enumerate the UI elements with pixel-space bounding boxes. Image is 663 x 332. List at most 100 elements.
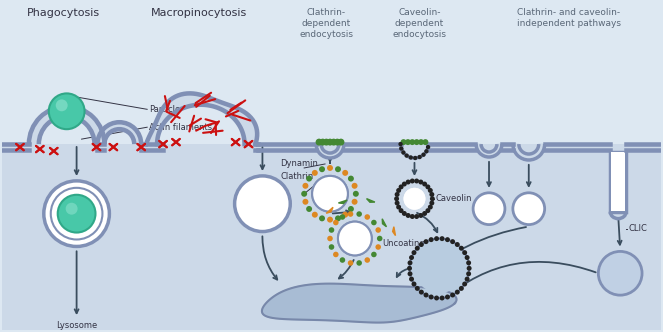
Circle shape bbox=[357, 211, 362, 217]
Circle shape bbox=[455, 242, 459, 247]
Circle shape bbox=[396, 205, 401, 209]
Circle shape bbox=[357, 260, 362, 266]
Circle shape bbox=[58, 195, 95, 232]
Circle shape bbox=[598, 251, 642, 295]
Circle shape bbox=[375, 244, 381, 250]
Circle shape bbox=[404, 188, 426, 210]
Circle shape bbox=[422, 139, 428, 145]
Circle shape bbox=[422, 211, 427, 216]
Circle shape bbox=[434, 295, 439, 300]
Circle shape bbox=[418, 139, 424, 145]
Circle shape bbox=[327, 217, 333, 222]
Circle shape bbox=[365, 214, 370, 220]
Text: Phagocytosis: Phagocytosis bbox=[27, 8, 100, 18]
Text: CLIC: CLIC bbox=[628, 224, 647, 233]
Circle shape bbox=[400, 139, 406, 145]
Circle shape bbox=[312, 170, 318, 176]
Circle shape bbox=[333, 252, 339, 257]
Circle shape bbox=[413, 156, 418, 160]
Circle shape bbox=[333, 139, 341, 146]
Circle shape bbox=[418, 213, 423, 218]
Circle shape bbox=[66, 203, 78, 215]
Circle shape bbox=[406, 180, 410, 185]
Circle shape bbox=[450, 292, 455, 297]
Circle shape bbox=[348, 211, 353, 217]
Bar bbox=[2, 144, 661, 330]
Circle shape bbox=[396, 188, 401, 193]
Circle shape bbox=[401, 150, 406, 155]
Circle shape bbox=[428, 188, 433, 193]
Circle shape bbox=[465, 277, 469, 282]
Polygon shape bbox=[513, 144, 545, 160]
Polygon shape bbox=[383, 219, 387, 227]
Circle shape bbox=[44, 181, 109, 246]
Circle shape bbox=[319, 215, 325, 221]
Circle shape bbox=[338, 221, 372, 255]
Circle shape bbox=[316, 139, 323, 146]
Circle shape bbox=[459, 246, 464, 251]
Circle shape bbox=[365, 257, 370, 263]
Circle shape bbox=[333, 220, 339, 225]
Circle shape bbox=[398, 208, 404, 213]
Circle shape bbox=[424, 292, 428, 297]
Circle shape bbox=[445, 237, 450, 242]
Circle shape bbox=[430, 201, 434, 206]
Circle shape bbox=[419, 290, 424, 294]
Circle shape bbox=[353, 191, 359, 197]
Circle shape bbox=[424, 239, 428, 244]
Circle shape bbox=[415, 286, 420, 291]
Circle shape bbox=[312, 212, 318, 218]
Polygon shape bbox=[97, 122, 141, 144]
Circle shape bbox=[429, 294, 434, 299]
Circle shape bbox=[394, 196, 399, 201]
Circle shape bbox=[302, 199, 308, 205]
Circle shape bbox=[410, 214, 415, 219]
Polygon shape bbox=[338, 200, 347, 204]
Circle shape bbox=[473, 193, 505, 224]
Circle shape bbox=[455, 290, 459, 294]
Circle shape bbox=[424, 149, 428, 153]
Circle shape bbox=[414, 214, 419, 219]
Circle shape bbox=[306, 176, 312, 182]
Circle shape bbox=[467, 266, 471, 271]
Circle shape bbox=[414, 243, 464, 293]
Circle shape bbox=[428, 205, 433, 209]
Bar bbox=[2, 0, 661, 144]
Circle shape bbox=[465, 255, 469, 260]
Circle shape bbox=[408, 260, 412, 265]
Circle shape bbox=[319, 166, 325, 172]
Circle shape bbox=[394, 192, 400, 197]
Text: Clathrin-
dependent
endocytosis: Clathrin- dependent endocytosis bbox=[299, 8, 353, 39]
Text: Macropinocytosis: Macropinocytosis bbox=[151, 8, 247, 18]
Circle shape bbox=[440, 236, 445, 241]
Polygon shape bbox=[146, 93, 257, 144]
Circle shape bbox=[459, 286, 464, 291]
Circle shape bbox=[414, 179, 419, 184]
Circle shape bbox=[342, 170, 348, 176]
Circle shape bbox=[426, 208, 430, 213]
Circle shape bbox=[399, 146, 404, 151]
Bar bbox=[611, 152, 625, 211]
Text: Actin filaments: Actin filaments bbox=[149, 123, 212, 132]
Text: Caveosome: Caveosome bbox=[414, 264, 464, 273]
Circle shape bbox=[410, 179, 415, 184]
Circle shape bbox=[409, 139, 415, 145]
Circle shape bbox=[339, 214, 345, 220]
Circle shape bbox=[49, 93, 85, 129]
Circle shape bbox=[418, 180, 423, 185]
Text: Uncoating: Uncoating bbox=[383, 239, 426, 248]
Text: Early endosome: Early endosome bbox=[318, 298, 391, 308]
Circle shape bbox=[348, 260, 353, 266]
Circle shape bbox=[408, 155, 413, 160]
Text: Dynamin: Dynamin bbox=[280, 159, 318, 168]
Circle shape bbox=[398, 142, 402, 146]
Circle shape bbox=[320, 139, 326, 146]
Circle shape bbox=[408, 271, 412, 276]
Circle shape bbox=[348, 176, 354, 182]
Circle shape bbox=[462, 282, 467, 287]
Circle shape bbox=[394, 201, 400, 206]
Circle shape bbox=[235, 176, 290, 231]
Circle shape bbox=[330, 139, 337, 146]
Circle shape bbox=[466, 271, 471, 276]
Circle shape bbox=[426, 145, 430, 149]
